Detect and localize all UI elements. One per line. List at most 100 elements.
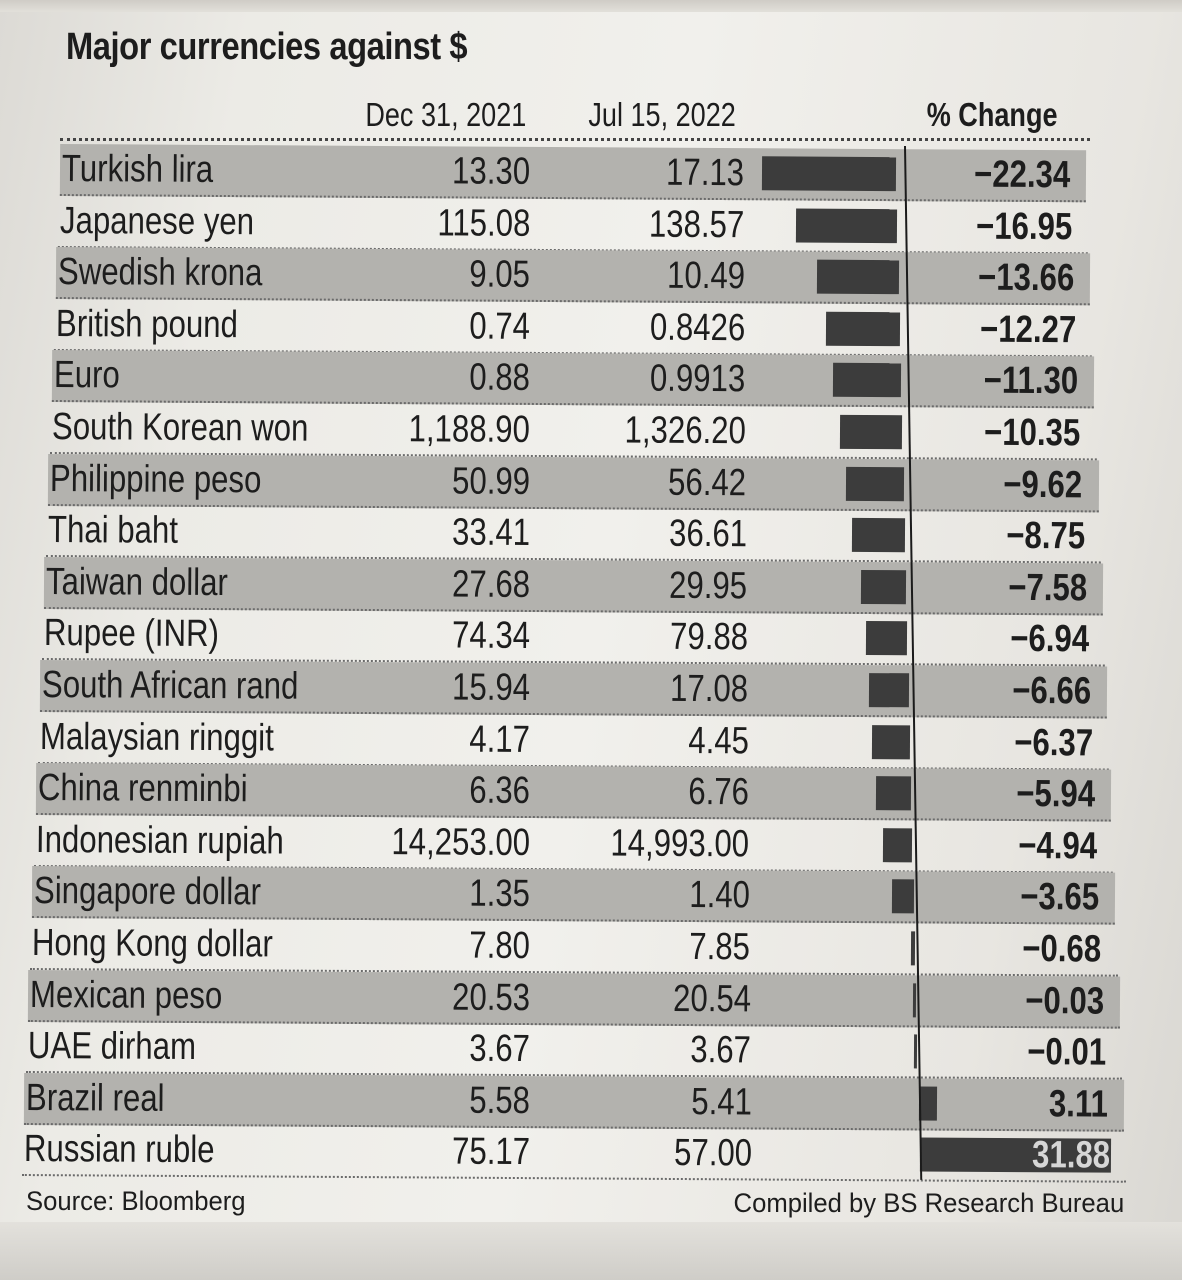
currency-name: Brazil real [25, 1076, 165, 1120]
pct-change-value: −0.68 [1022, 928, 1102, 971]
value-dec31-2021: 3.67 [469, 1027, 531, 1071]
value-jul15-2022: 56.42 [668, 461, 747, 504]
pct-change-value: −13.66 [977, 256, 1075, 300]
value-dec31-2021: 15.94 [451, 666, 531, 709]
pct-change-bar [840, 414, 903, 450]
currency-name: UAE dirham [27, 1025, 197, 1069]
value-dec31-2021: 9.05 [469, 253, 531, 297]
value-jul15-2022: 138.57 [648, 203, 745, 246]
value-dec31-2021: 0.74 [469, 305, 531, 348]
currency-name: Swedish krona [57, 251, 263, 295]
pct-change-value: 31.88 [1031, 1134, 1111, 1178]
currency-name: Philippine peso [49, 457, 262, 501]
pct-change-bar [865, 621, 908, 656]
table-row: Mexican peso 20.53 20.54 −0.03 [27, 969, 1120, 1029]
table-row: Taiwan dollar 27.68 29.95 −7.58 [43, 556, 1103, 616]
value-jul15-2022: 17.08 [670, 667, 749, 711]
cropped-headline-strip [0, 0, 1182, 12]
pct-change-value: −6.66 [1012, 669, 1092, 713]
value-dec31-2021: 1,188.90 [408, 408, 531, 451]
value-jul15-2022: 20.54 [672, 977, 751, 1021]
pct-change-value: −16.95 [975, 205, 1073, 248]
value-dec31-2021: 33.41 [451, 511, 531, 555]
currency-name: Malaysian ringgit [39, 715, 274, 760]
value-jul15-2022: 0.9913 [650, 358, 746, 401]
value-jul15-2022: 57.00 [673, 1132, 753, 1175]
pct-change-bar [910, 931, 916, 966]
value-jul15-2022: 7.85 [689, 926, 751, 969]
pct-change-value: −10.35 [984, 411, 1081, 455]
currency-name: South Korean won [51, 406, 309, 450]
pct-change-value: 3.11 [1048, 1083, 1109, 1126]
value-dec31-2021: 6.36 [469, 769, 531, 813]
value-jul15-2022: 0.8426 [649, 306, 746, 350]
pct-change-bar [761, 156, 897, 192]
pct-change-value: −5.94 [1016, 773, 1096, 816]
table-row: Philippine peso 50.99 56.42 −9.62 [47, 453, 1099, 513]
value-jul15-2022: 10.49 [666, 254, 745, 298]
page-edge [0, 1222, 1182, 1280]
value-jul15-2022: 6.76 [688, 771, 750, 814]
table-row: South Korean won 1,188.90 1,326.20 −10.35 [49, 402, 1097, 461]
value-dec31-2021: 20.53 [451, 976, 531, 1019]
header-divider [60, 138, 1090, 141]
value-dec31-2021: 75.17 [451, 1131, 531, 1174]
pct-change-value: −9.62 [1003, 463, 1083, 506]
currency-name: Turkish lira [61, 148, 214, 191]
currency-name: Taiwan dollar [45, 560, 229, 604]
pct-change-bar [875, 776, 912, 811]
pct-change-value: −11.30 [983, 360, 1079, 403]
pct-change-bar [795, 208, 898, 243]
currency-name: China renminbi [37, 767, 248, 811]
pct-change-value: −0.03 [1024, 979, 1104, 1023]
table-row: Singapore dollar 1.35 1.40 −3.65 [31, 866, 1116, 926]
table-row: Swedish krona 9.05 10.49 −13.66 [55, 247, 1091, 306]
pct-change-value: −22.34 [973, 153, 1071, 197]
value-dec31-2021: 50.99 [451, 460, 531, 503]
chart-title: Major currencies against $ [66, 26, 468, 68]
value-dec31-2021: 115.08 [436, 201, 531, 245]
value-jul15-2022: 36.61 [668, 512, 748, 556]
currency-name: Euro [53, 354, 120, 397]
table-row: UAE dirham 3.67 3.67 −0.01 [25, 1021, 1122, 1080]
table-row: Russian ruble 75.17 57.00 31.88 [21, 1124, 1127, 1184]
table-row: British pound 0.74 0.8426 −12.27 [53, 298, 1093, 358]
table-row: Japanese yen 115.08 138.57 −16.95 [57, 195, 1089, 254]
currency-name: Indonesian rupiah [35, 818, 284, 863]
table-row: South African rand 15.94 17.08 −6.66 [39, 660, 1108, 719]
value-jul15-2022: 1.40 [689, 874, 751, 917]
value-dec31-2021: 74.34 [451, 614, 531, 658]
table-row: Malaysian ringgit 4.17 4.45 −6.37 [37, 711, 1110, 771]
value-dec31-2021: 1.35 [469, 873, 531, 916]
pct-change-value: −8.75 [1005, 515, 1085, 558]
value-dec31-2021: 14,253.00 [391, 820, 531, 864]
currency-name: South African rand [41, 664, 299, 708]
value-dec31-2021: 13.30 [451, 150, 531, 193]
table-row: Hong Kong dollar 7.80 7.85 −0.68 [29, 918, 1118, 977]
value-jul15-2022: 79.88 [669, 616, 748, 659]
table-row: Rupee (INR) 74.34 79.88 −6.94 [41, 608, 1106, 667]
value-dec31-2021: 4.17 [469, 718, 531, 761]
currency-name: British pound [55, 302, 239, 346]
currency-name: Singapore dollar [33, 870, 262, 914]
pct-change-bar [871, 724, 910, 759]
currency-name: Mexican peso [29, 973, 223, 1017]
value-jul15-2022: 3.67 [690, 1029, 752, 1072]
table-row: Thai baht 33.41 36.61 −8.75 [45, 505, 1101, 564]
column-header-dec31-2021: Dec 31, 2021 [365, 96, 526, 133]
currency-name: Rupee (INR) [43, 612, 220, 656]
pct-change-bar [833, 363, 902, 398]
value-dec31-2021: 0.88 [469, 356, 531, 400]
pct-change-value: −0.01 [1026, 1031, 1106, 1074]
pct-change-bar [845, 466, 904, 501]
pct-change-value: −4.94 [1018, 824, 1098, 868]
table-row: Brazil real 5.58 5.41 3.11 [23, 1072, 1125, 1132]
currency-name: Hong Kong dollar [31, 922, 273, 966]
value-jul15-2022: 17.13 [665, 151, 745, 195]
source-note: Source: Bloomberg [26, 1186, 246, 1216]
pct-change-bar [882, 827, 913, 863]
pct-change-bar [816, 259, 899, 295]
column-header-jul15-2022: Jul 15, 2022 [588, 96, 736, 133]
pct-change-bar [868, 673, 909, 708]
